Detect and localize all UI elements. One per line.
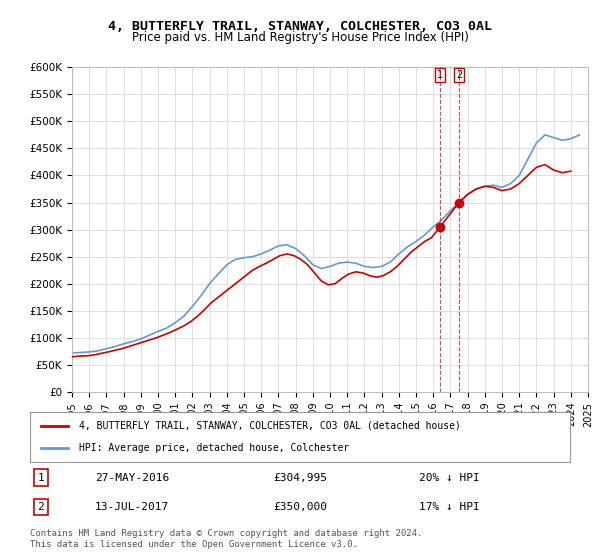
- Text: 1: 1: [37, 473, 44, 483]
- Text: Contains HM Land Registry data © Crown copyright and database right 2024.
This d: Contains HM Land Registry data © Crown c…: [30, 529, 422, 549]
- Text: 20% ↓ HPI: 20% ↓ HPI: [419, 473, 479, 483]
- Text: Price paid vs. HM Land Registry's House Price Index (HPI): Price paid vs. HM Land Registry's House …: [131, 31, 469, 44]
- Text: 27-MAY-2016: 27-MAY-2016: [95, 473, 169, 483]
- Text: HPI: Average price, detached house, Colchester: HPI: Average price, detached house, Colc…: [79, 443, 349, 453]
- Text: 1: 1: [437, 70, 443, 80]
- Text: 13-JUL-2017: 13-JUL-2017: [95, 502, 169, 512]
- Text: £350,000: £350,000: [273, 502, 327, 512]
- Text: 17% ↓ HPI: 17% ↓ HPI: [419, 502, 479, 512]
- Text: 2: 2: [456, 70, 462, 80]
- Text: £304,995: £304,995: [273, 473, 327, 483]
- Text: 4, BUTTERFLY TRAIL, STANWAY, COLCHESTER, CO3 0AL: 4, BUTTERFLY TRAIL, STANWAY, COLCHESTER,…: [108, 20, 492, 32]
- Text: 2: 2: [37, 502, 44, 512]
- Text: 4, BUTTERFLY TRAIL, STANWAY, COLCHESTER, CO3 0AL (detached house): 4, BUTTERFLY TRAIL, STANWAY, COLCHESTER,…: [79, 421, 460, 431]
